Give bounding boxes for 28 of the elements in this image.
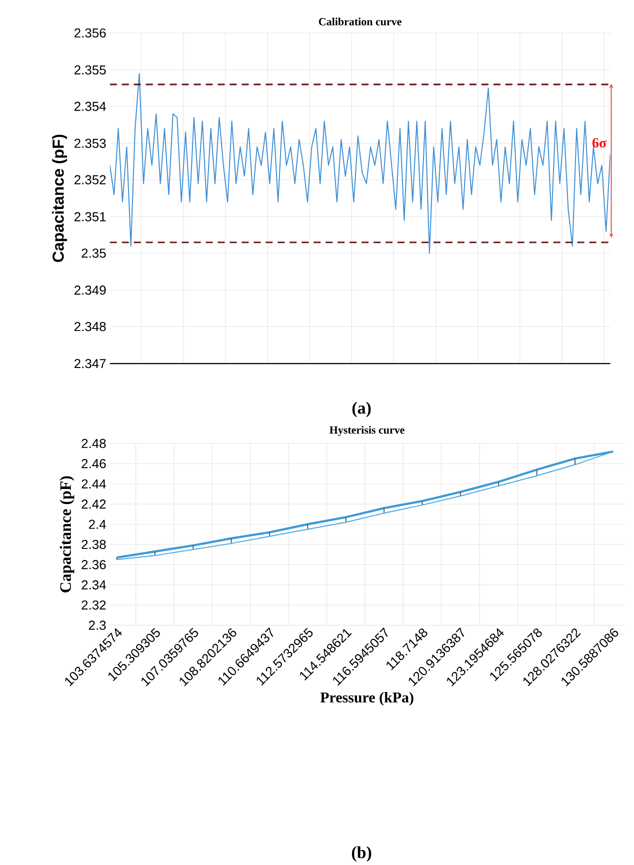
y-tick-label: 2.42 xyxy=(82,500,106,509)
y-tick-label: 2.347 xyxy=(74,358,106,368)
y-tick-label: 2.44 xyxy=(82,479,106,488)
y-tick-label: 2.4 xyxy=(88,520,106,529)
chart-title: Hysterisis curve xyxy=(329,426,404,436)
y-tick-label: 2.48 xyxy=(82,438,106,448)
y-tick-label: 2.351 xyxy=(74,212,106,222)
y-tick-label: 2.356 xyxy=(74,28,106,38)
y-tick-label: 2.353 xyxy=(74,138,106,148)
text: (b) xyxy=(352,846,372,862)
y-tick-label: 2.3 xyxy=(88,620,106,630)
text: (a) xyxy=(352,402,371,418)
x-axis-title: Pressure (kPa) xyxy=(320,692,414,706)
y-tick-label: 2.34 xyxy=(82,580,106,590)
y-tick-label: 2.36 xyxy=(82,560,106,570)
y-tick-label: 2.46 xyxy=(82,459,106,468)
y-tick-label: 2.355 xyxy=(74,65,106,75)
annotation: 6σ xyxy=(592,138,606,148)
y-tick-label: 2.349 xyxy=(74,286,106,295)
y-axis-title: Capacitance (pF) xyxy=(52,134,67,262)
y-tick-label: 2.38 xyxy=(82,540,106,550)
y-tick-label: 2.348 xyxy=(74,322,106,332)
y-tick-label: 2.354 xyxy=(74,102,106,111)
chart-title: Calibration curve xyxy=(318,18,402,26)
y-axis-title: Capacitance (pF) xyxy=(60,476,74,592)
y-tick-label: 2.35 xyxy=(82,248,106,258)
y-tick-label: 2.32 xyxy=(82,600,106,610)
y-tick-label: 2.352 xyxy=(74,175,106,184)
